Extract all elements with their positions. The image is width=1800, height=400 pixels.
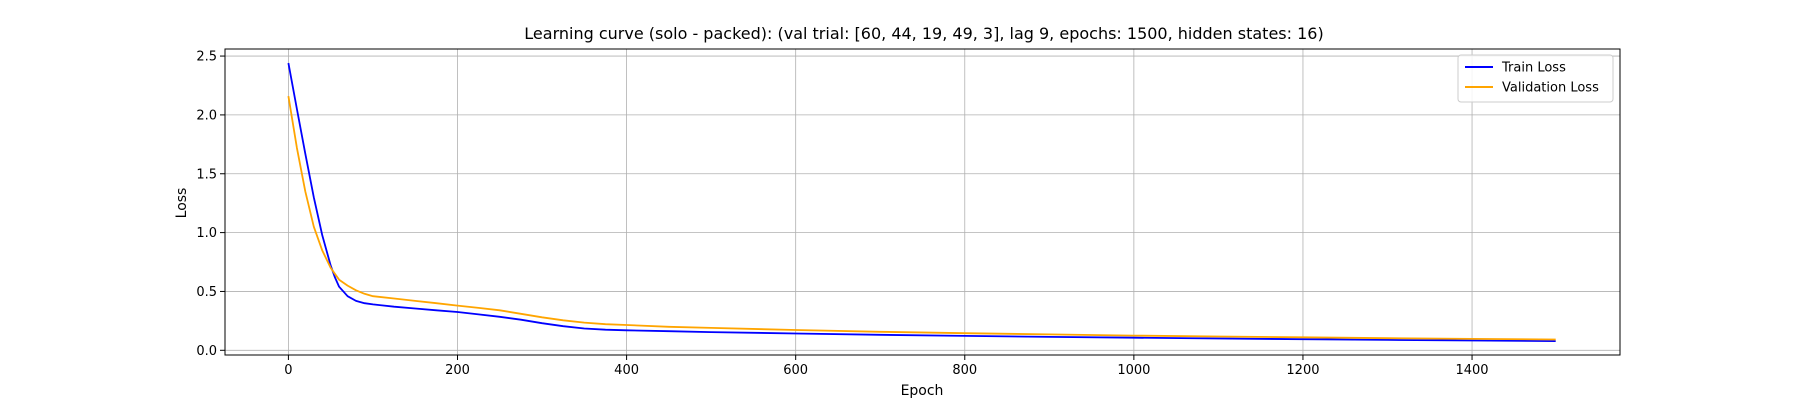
x-axis-label: Epoch: [901, 383, 944, 399]
plot-area-frame: [224, 48, 1621, 356]
y-axis-label: Loss: [174, 188, 190, 219]
x-tick-label: 400: [614, 363, 639, 378]
x-tick-label: 600: [783, 363, 808, 378]
series-lines: [287, 62, 1556, 342]
train-loss-line: [287, 62, 1556, 342]
legend-train-label: Train Loss: [1501, 61, 1566, 76]
x-tick-label: 0: [284, 363, 292, 378]
axis-ticks: 0 200 400 600 800 1000 1200 1400 0.0 0.5 1.0 1.5 2.0…: [196, 50, 1488, 378]
x-tick-label: 1000: [1117, 363, 1150, 378]
x-tick-label: 800: [952, 363, 977, 378]
y-tick-label: 0.5: [196, 285, 217, 300]
x-tick-label: 1400: [1455, 363, 1488, 378]
y-tick-label: 1.5: [196, 167, 217, 182]
legend-validation-label: Validation Loss: [1502, 81, 1599, 96]
y-tick-label: 0.0: [196, 344, 217, 359]
validation-loss-line: [287, 95, 1556, 341]
y-tick-label: 2.0: [196, 108, 217, 123]
legend-box: [1457, 54, 1614, 103]
y-tick-label: 1.0: [196, 226, 217, 241]
y-tick-label: 2.5: [196, 50, 217, 65]
x-tick-label: 200: [445, 363, 470, 378]
chart-title: Learning curve (solo - packed): (val tri…: [524, 24, 1323, 43]
legend: Train Loss Validation Loss: [1457, 54, 1614, 103]
x-tick-label: 1200: [1286, 363, 1319, 378]
